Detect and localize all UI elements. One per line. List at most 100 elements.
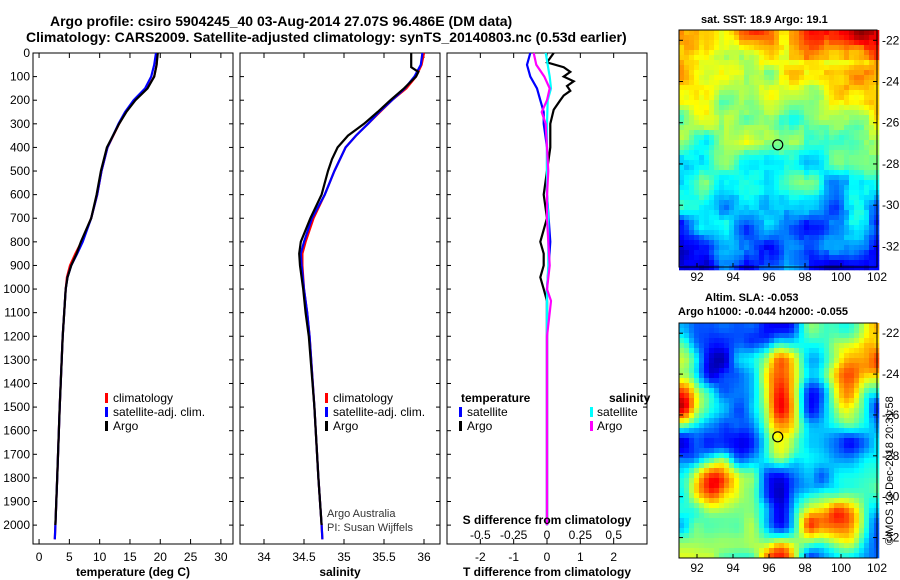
sla-map-cell [764, 323, 770, 329]
sla-map-cell [714, 513, 720, 519]
sst-map-cell [789, 195, 795, 201]
sst-map-cell [834, 190, 840, 196]
sla-map-cell [744, 533, 750, 539]
sst-map-cell [744, 195, 750, 201]
sst-map-cell [714, 90, 720, 96]
sst-map-cell [769, 165, 775, 171]
sst-map-cell [694, 65, 700, 71]
sla-map-cell [864, 353, 870, 359]
sla-map-cell [804, 338, 810, 344]
sst-map-cell [784, 260, 790, 266]
sla-map-cell [734, 323, 740, 329]
sst-map-cell [844, 230, 850, 236]
sla-map-cell [684, 398, 690, 404]
sla-map-cell [854, 378, 860, 384]
sla-map-cell [869, 508, 875, 514]
sla-map-cell [689, 498, 695, 504]
sla-map-cell [689, 398, 695, 404]
sla-map-cell [694, 378, 700, 384]
sla-map-cell [844, 373, 850, 379]
sst-map-cell [844, 255, 850, 261]
sst-map-cell [689, 195, 695, 201]
sla-map-cell [769, 343, 775, 349]
sla-map-cell [824, 478, 830, 484]
sla-map-cell [834, 528, 840, 534]
sla-map-cell [779, 393, 785, 399]
sla-map-cell [754, 338, 760, 344]
sst-map-cell [754, 30, 760, 36]
sst-map-cell [754, 235, 760, 241]
sst-map-cell [784, 225, 790, 231]
sla-map-cell [794, 378, 800, 384]
sst-map-cell [804, 110, 810, 116]
sst-map-cell [859, 100, 865, 106]
sla-map-cell [804, 358, 810, 364]
sla-map-cell [734, 348, 740, 354]
sla-map-cell [814, 458, 820, 464]
sla-map-cell [819, 458, 825, 464]
sst-map-cell [779, 40, 785, 46]
sst-map-cell [799, 45, 805, 51]
sst-map-cell [694, 260, 700, 266]
sla-map-cell [839, 483, 845, 489]
sst-map-cell [679, 30, 685, 36]
sst-map-cell [759, 215, 765, 221]
sla-map-cell [719, 368, 725, 374]
sla-map-cell [754, 403, 760, 409]
sla-map-cell [819, 543, 825, 549]
sla-map-cell [769, 368, 775, 374]
sst-map-cell [809, 220, 815, 226]
sla-map-cell [859, 503, 865, 509]
sla-map-cell [714, 438, 720, 444]
sla-map-cell [734, 508, 740, 514]
sst-map-cell [689, 45, 695, 51]
sst-map-cell [754, 165, 760, 171]
sst-map-cell [829, 150, 835, 156]
sla-map-cell [789, 413, 795, 419]
temperature-x-tick-label: 25 [184, 550, 198, 564]
sla-map-cell [849, 388, 855, 394]
sst-map-cell [829, 265, 835, 271]
sst-map-cell [749, 180, 755, 186]
sst-map-cell [799, 70, 805, 76]
sst-map-cell [774, 190, 780, 196]
sst-map-cell [849, 115, 855, 121]
sla-map-cell [759, 443, 765, 449]
sst-map-cell [749, 145, 755, 151]
sst-map-cell [754, 210, 760, 216]
sst-map-cell [859, 140, 865, 146]
sst-map-cell [739, 160, 745, 166]
sst-map-cell [814, 85, 820, 91]
sla-map-cell [739, 328, 745, 334]
sst-map-cell [744, 165, 750, 171]
sst-map-cell [784, 55, 790, 61]
sst-map-cell [679, 150, 685, 156]
sla-map-cell [679, 403, 685, 409]
sst-map-cell [774, 55, 780, 61]
sst-map-cell [809, 185, 815, 191]
sst-map-cell [809, 170, 815, 176]
sst-map-lon-label: 92 [690, 270, 704, 284]
sst-map-cell [784, 185, 790, 191]
sla-map-cell [694, 403, 700, 409]
sst-map-cell [769, 50, 775, 56]
top-axis-tick-label: -0.5 [470, 528, 491, 542]
sla-map-cell [804, 488, 810, 494]
sst-map-cell [844, 205, 850, 211]
sst-map-cell [729, 185, 735, 191]
sst-map-cell [699, 130, 705, 136]
sst-map-cell [849, 225, 855, 231]
sst-map-cell [869, 185, 875, 191]
sla-map-cell [859, 418, 865, 424]
sla-map-cell [829, 548, 835, 554]
sst-map-cell [704, 260, 710, 266]
sla-map-cell [824, 483, 830, 489]
sst-map-cell [734, 175, 740, 181]
sst-map-cell [684, 215, 690, 221]
sla-map-cell [794, 358, 800, 364]
sla-map-cell [679, 368, 685, 374]
sst-map-cell [729, 170, 735, 176]
sst-map-cell [844, 70, 850, 76]
sst-map-cell [699, 80, 705, 86]
sst-map-cell [834, 245, 840, 251]
